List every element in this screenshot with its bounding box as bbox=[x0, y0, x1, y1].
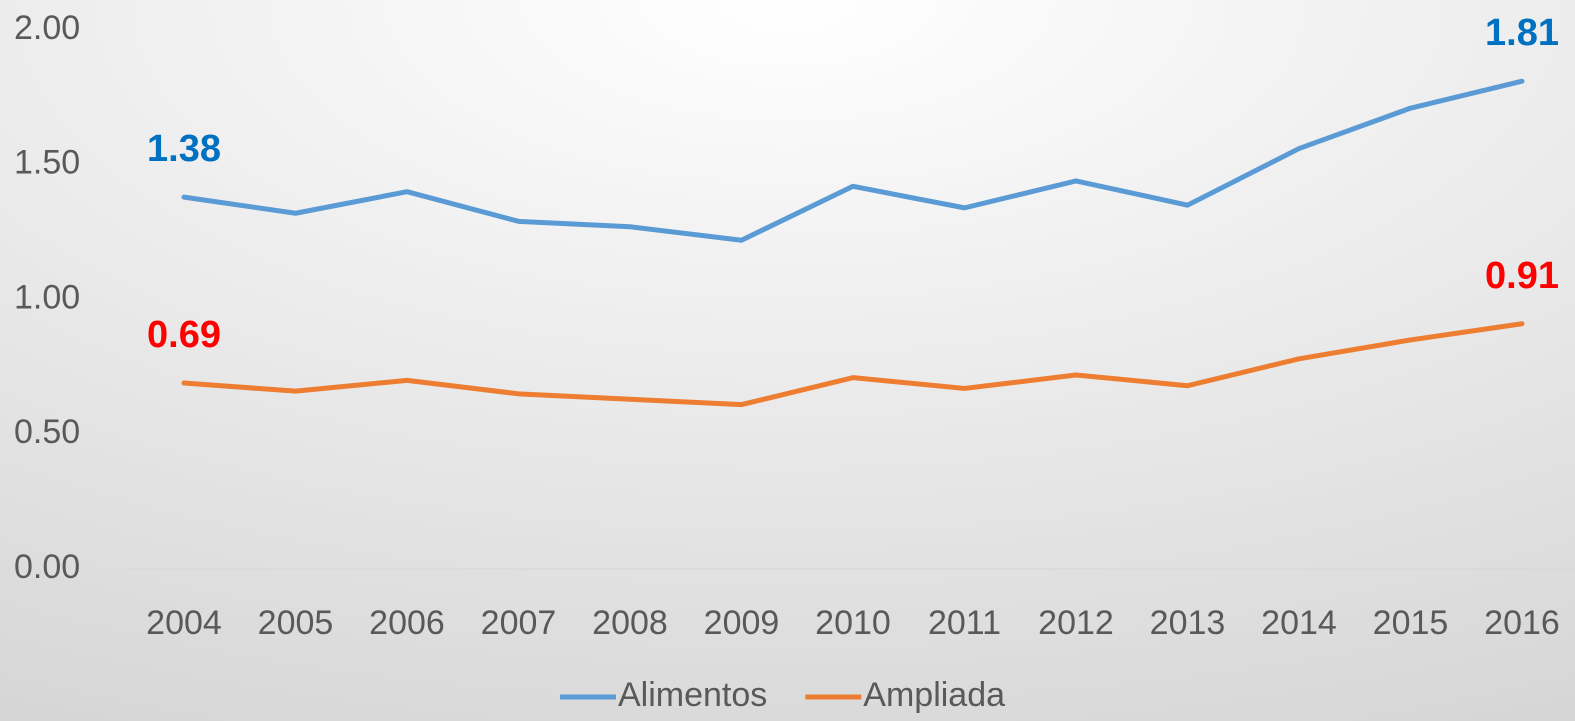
y-tick-label: 1.00 bbox=[14, 278, 80, 316]
y-tick-label: 0.00 bbox=[14, 548, 80, 586]
x-tick-label: 2004 bbox=[146, 604, 222, 642]
x-tick-label: 2012 bbox=[1038, 604, 1114, 642]
x-tick-label: 2006 bbox=[369, 604, 445, 642]
y-tick-label: 0.50 bbox=[14, 413, 80, 451]
line-series bbox=[181, 321, 1525, 408]
x-tick-label: 2016 bbox=[1484, 604, 1560, 642]
x-tick-label: 2014 bbox=[1261, 604, 1337, 642]
x-tick-label: 2013 bbox=[1150, 604, 1226, 642]
x-tick-label: 2008 bbox=[592, 604, 668, 642]
x-tick-label: 2015 bbox=[1373, 604, 1449, 642]
y-tick-label: 2.00 bbox=[14, 9, 80, 47]
x-tick-label: 2011 bbox=[928, 604, 1001, 642]
line-series bbox=[181, 78, 1525, 243]
legend-label: Alimentos bbox=[618, 676, 767, 714]
x-tick-label: 2007 bbox=[481, 604, 557, 642]
x-tick-label: 2005 bbox=[258, 604, 334, 642]
x-tick-label: 2009 bbox=[704, 604, 780, 642]
data-label: 1.81 bbox=[1485, 12, 1559, 54]
data-label: 0.69 bbox=[147, 314, 221, 356]
x-tick-label: 2010 bbox=[815, 604, 891, 642]
legend-label: Ampliada bbox=[863, 676, 1005, 714]
y-tick-label: 1.50 bbox=[14, 144, 80, 182]
data-label: 1.38 bbox=[147, 128, 221, 170]
data-label: 0.91 bbox=[1485, 255, 1559, 297]
